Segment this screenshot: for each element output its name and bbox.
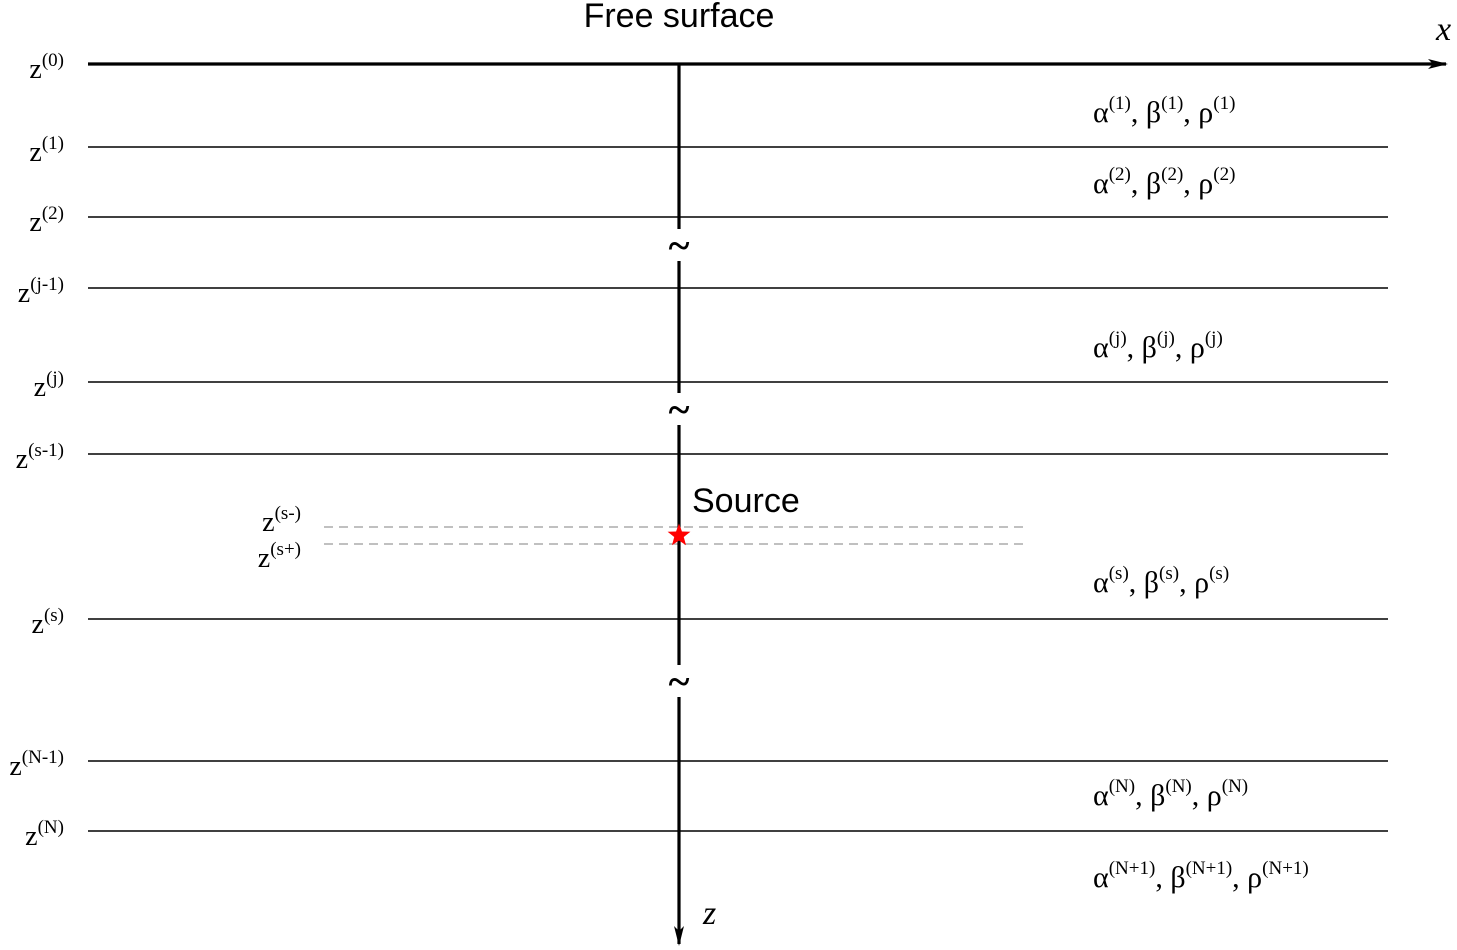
z-axis-label: z	[702, 895, 716, 932]
interface-label: z(0)	[29, 50, 64, 85]
axis-break-mark: ~	[669, 387, 690, 432]
interface-label: z(s-1)	[16, 440, 64, 475]
interface-label: z(N)	[25, 817, 64, 852]
interface-label: z(j)	[34, 368, 64, 403]
source-star-icon	[667, 523, 691, 546]
source-plane-label: z(s-)	[262, 503, 301, 538]
axis-break-mark: ~	[669, 223, 690, 268]
layer-params-label: α(s), β(s), ρ(s)	[1093, 563, 1229, 599]
diagram-title: Free surface	[584, 0, 775, 35]
interface-label: z(1)	[29, 133, 64, 168]
source-label: Source	[692, 482, 800, 520]
x-axis-label: x	[1435, 11, 1451, 48]
axis-break-mark: ~	[669, 659, 690, 704]
source-plane-label: z(s+)	[258, 539, 301, 574]
layer-params-label: α(2), β(2), ρ(2)	[1093, 164, 1235, 200]
interface-label: z(s)	[32, 605, 65, 640]
layer-params-label: α(N), β(N), ρ(N)	[1093, 776, 1248, 812]
interface-label: z(2)	[29, 203, 64, 238]
layer-params-label: α(N+1), β(N+1), ρ(N+1)	[1093, 858, 1309, 894]
interface-label: z(j-1)	[18, 274, 64, 309]
layer-params-label: α(1), β(1), ρ(1)	[1093, 93, 1235, 129]
interface-label: z(N-1)	[9, 747, 64, 782]
layer-params-label: α(j), β(j), ρ(j)	[1093, 328, 1223, 364]
